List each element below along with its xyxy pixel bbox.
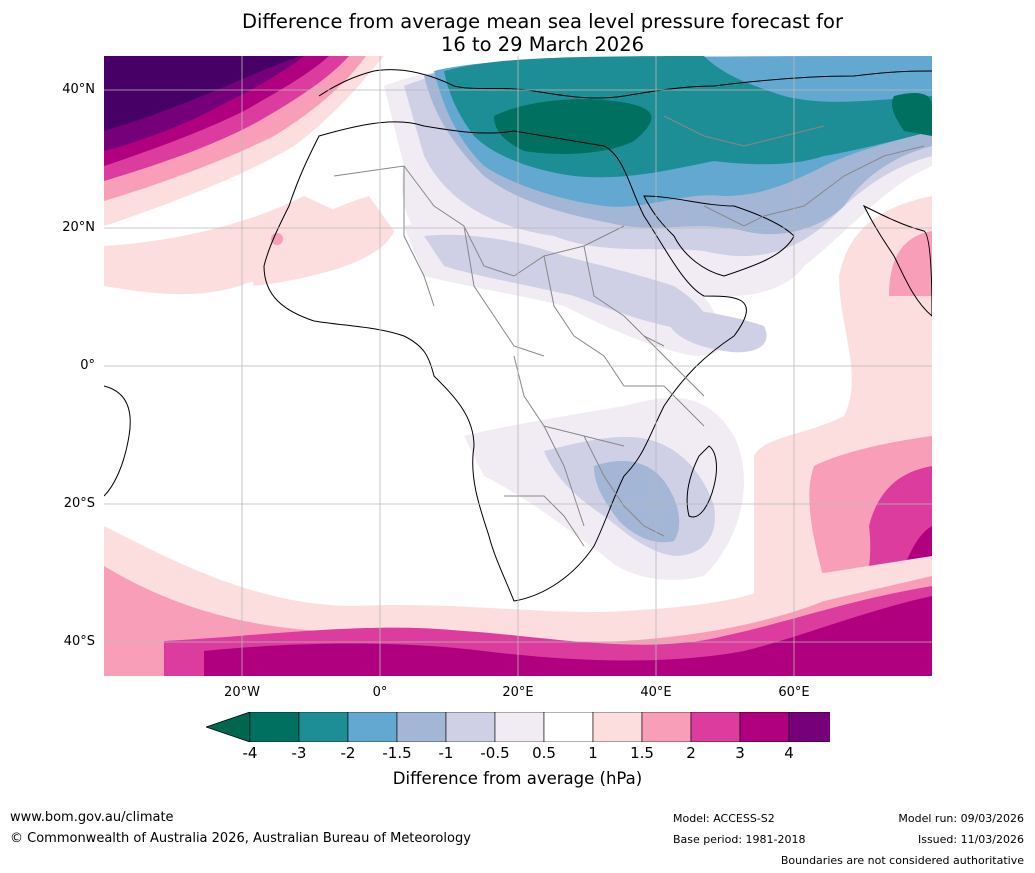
colorbar-tick-label: -4 <box>242 744 258 762</box>
madagascar-coast <box>686 445 717 518</box>
colorbar-extend-low <box>204 711 251 743</box>
colorbar-tick-label: 1 <box>588 744 598 762</box>
lon-label-0: 0° <box>372 685 388 700</box>
colorbar-segment <box>641 711 692 743</box>
footer-model: Model: ACCESS-S2 <box>673 812 775 825</box>
colorbar-segment <box>298 711 349 743</box>
colorbar-tick-label: 0.5 <box>532 744 556 762</box>
contour-africa-2 <box>424 234 707 331</box>
footer-base-period: Base period: 1981-2018 <box>673 833 806 846</box>
colorbar-segment <box>396 711 447 743</box>
europe-coast <box>318 69 932 99</box>
lon-label-60e: 60°E <box>778 685 810 700</box>
colorbar-tick-label: -3 <box>291 744 307 762</box>
coastlines <box>104 69 932 602</box>
title-line-1: Difference from average mean sea level p… <box>242 10 843 33</box>
contour-se-africa-3 <box>594 461 680 543</box>
colorbar-segment <box>494 711 545 743</box>
contour-horn <box>664 306 767 353</box>
footer-model-run: Model run: 09/03/2026 <box>898 812 1024 825</box>
colorbar-segment <box>543 711 594 743</box>
colorbar-tick-label: 1.5 <box>630 744 654 762</box>
africa-coast <box>263 121 747 602</box>
lon-label-20w: 20°W <box>224 685 260 700</box>
lat-label-20n: 20°N <box>62 220 95 235</box>
colorbar-segment <box>690 711 741 743</box>
colorbar-segment <box>739 711 790 743</box>
lat-label-40s: 40°S <box>63 634 95 649</box>
colorbar-segment <box>592 711 643 743</box>
colorbar-tick-label: 3 <box>735 744 745 762</box>
contour-wafrica-pink <box>104 196 369 295</box>
footer-copyright: © Commonwealth of Australia 2026, Austra… <box>10 831 471 846</box>
colorbar-label: Difference from average (hPa) <box>392 769 643 788</box>
contour-nw-6 <box>104 56 299 131</box>
footer-issued: Issued: 11/03/2026 <box>917 833 1024 846</box>
colorbar-svg <box>204 711 884 743</box>
graticule <box>104 56 932 676</box>
colorbar-tick-label: 2 <box>686 744 696 762</box>
lat-label-0: 0° <box>80 358 95 373</box>
colorbar-segment <box>249 711 300 743</box>
contour-south-4 <box>204 596 932 676</box>
title-line-2: 16 to 29 March 2026 <box>440 33 645 56</box>
contour-wafrica-spot <box>271 233 283 245</box>
colorbar-tick-label: -1 <box>438 744 454 762</box>
colorbar <box>204 711 884 746</box>
lat-label-20s: 20°S <box>63 496 95 511</box>
pressure-anomaly-map <box>104 56 932 676</box>
country-borders <box>333 115 925 547</box>
colorbar-segment <box>788 711 839 743</box>
colorbar-tick-label: -1.5 <box>382 744 412 762</box>
colorbar-segment <box>445 711 496 743</box>
colorbar-segment <box>347 711 398 743</box>
arabia-coast <box>643 195 795 277</box>
footer-disclaimer: Boundaries are not considered authoritat… <box>780 854 1024 867</box>
colorbar-tick-label: -2 <box>340 744 356 762</box>
colorbar-tick-label: 4 <box>784 744 794 762</box>
lon-label-40e: 40°E <box>640 685 672 700</box>
footer-website[interactable]: www.bom.gov.au/climate <box>10 810 174 825</box>
contour-med-6 <box>494 99 652 154</box>
map-svg <box>104 56 932 676</box>
lat-label-40n: 40°N <box>62 82 95 97</box>
south-america-coast <box>104 385 131 497</box>
contour-io-2 <box>889 231 932 296</box>
chart-title: Difference from average mean sea level p… <box>120 10 965 56</box>
lon-label-20e: 20°E <box>502 685 534 700</box>
colorbar-tick-label: -0.5 <box>480 744 510 762</box>
contour-far-east-6 <box>892 93 932 136</box>
